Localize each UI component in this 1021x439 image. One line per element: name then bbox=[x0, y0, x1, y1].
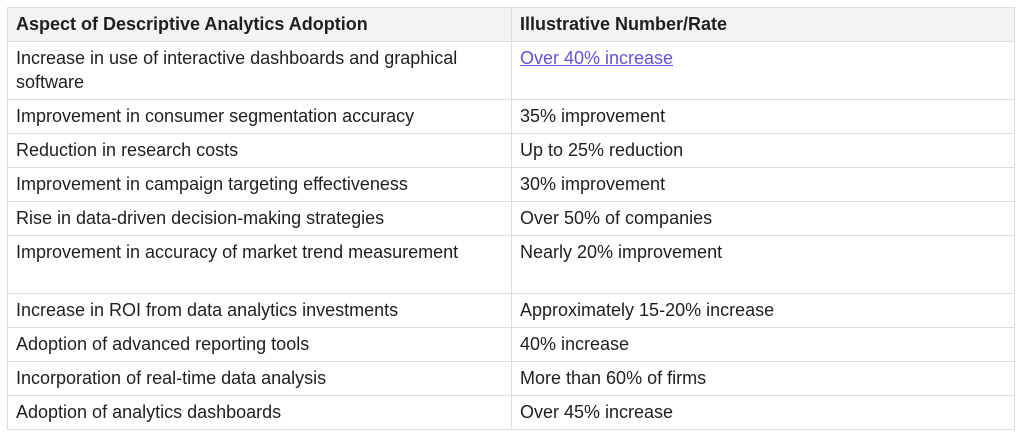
table-row: Rise in data-driven decision-making stra… bbox=[7, 201, 1015, 236]
value-cell: Over 50% of companies bbox=[511, 201, 1015, 236]
header-number-rate: Illustrative Number/Rate bbox=[511, 7, 1015, 42]
value-cell: Approximately 15-20% increase bbox=[511, 293, 1015, 328]
value-cell: 40% increase bbox=[511, 327, 1015, 362]
value-cell: Up to 25% reduction bbox=[511, 133, 1015, 168]
aspect-cell: Adoption of analytics dashboards bbox=[7, 395, 512, 430]
aspect-cell: Reduction in research costs bbox=[7, 133, 512, 168]
aspect-cell: Rise in data-driven decision-making stra… bbox=[7, 201, 512, 236]
table-container: Aspect of Descriptive Analytics Adoption… bbox=[7, 7, 1015, 430]
header-aspect: Aspect of Descriptive Analytics Adoption bbox=[7, 7, 512, 42]
value-cell: More than 60% of firms bbox=[511, 361, 1015, 396]
value-cell: Over 40% increase bbox=[511, 41, 1015, 100]
value-cell: 30% improvement bbox=[511, 167, 1015, 202]
table-row: Incorporation of real-time data analysis… bbox=[7, 361, 1015, 396]
aspect-cell: Increase in ROI from data analytics inve… bbox=[7, 293, 512, 328]
table-row: Adoption of advanced reporting tools 40%… bbox=[7, 327, 1015, 362]
table-row: Improvement in consumer segmentation acc… bbox=[7, 99, 1015, 134]
table-row: Adoption of analytics dashboards Over 45… bbox=[7, 395, 1015, 430]
table-header-row: Aspect of Descriptive Analytics Adoption… bbox=[7, 7, 1015, 42]
table-row: Improvement in campaign targeting effect… bbox=[7, 167, 1015, 202]
table-row: Improvement in accuracy of market trend … bbox=[7, 235, 1015, 294]
aspect-cell: Improvement in accuracy of market trend … bbox=[7, 235, 512, 294]
value-cell: Nearly 20% improvement bbox=[511, 235, 1015, 294]
value-link[interactable]: Over 40% increase bbox=[520, 48, 674, 68]
aspect-cell: Improvement in campaign targeting effect… bbox=[7, 167, 512, 202]
value-cell: Over 45% increase bbox=[511, 395, 1015, 430]
aspect-cell: Incorporation of real-time data analysis bbox=[7, 361, 512, 396]
aspect-cell: Adoption of advanced reporting tools bbox=[7, 327, 512, 362]
table-row: Reduction in research costs Up to 25% re… bbox=[7, 133, 1015, 168]
aspect-cell: Improvement in consumer segmentation acc… bbox=[7, 99, 512, 134]
table-row: Increase in ROI from data analytics inve… bbox=[7, 293, 1015, 328]
table-row: Increase in use of interactive dashboard… bbox=[7, 41, 1015, 100]
value-cell: 35% improvement bbox=[511, 99, 1015, 134]
aspect-cell: Increase in use of interactive dashboard… bbox=[7, 41, 512, 100]
analytics-adoption-table: Aspect of Descriptive Analytics Adoption… bbox=[7, 7, 1015, 430]
